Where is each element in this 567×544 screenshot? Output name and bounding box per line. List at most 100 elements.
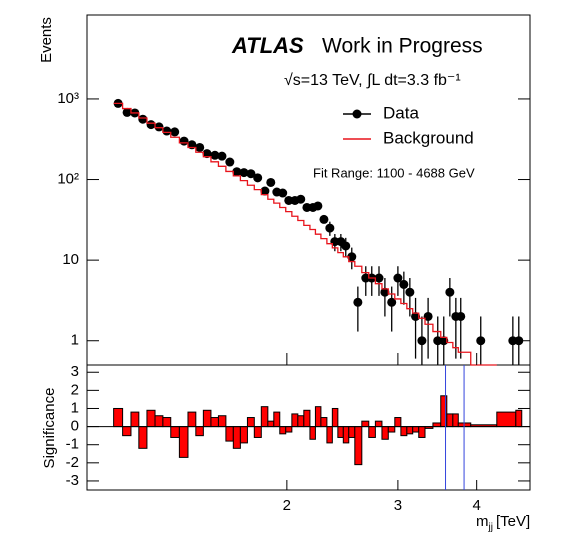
data-point (195, 142, 205, 152)
data-point (239, 168, 249, 178)
legend-label: Data (383, 103, 419, 122)
data-point (411, 311, 421, 321)
x-label-symbol: m (476, 513, 489, 530)
significance-bar (387, 426, 396, 433)
significance-bar (331, 407, 339, 428)
y-tick-label: 2 (71, 381, 79, 398)
data-point (253, 173, 263, 183)
data-point (266, 177, 276, 187)
legend-marker (352, 109, 362, 119)
data-point (122, 107, 132, 117)
data-point (225, 157, 235, 167)
frame (86, 14, 531, 491)
significance-bar (130, 411, 140, 428)
y-tick-label: 10³ (57, 90, 79, 107)
brand: ATLAS (231, 33, 304, 58)
significance-bar (394, 417, 402, 428)
data-point (393, 273, 403, 283)
y-tick-label: 10² (57, 171, 79, 188)
data-point (154, 122, 164, 132)
data-point (278, 188, 288, 198)
annotation: Fit Range: 1100 - 4688 GeV (313, 165, 475, 180)
y-tick-label: 0 (71, 418, 79, 435)
data-point (246, 169, 256, 179)
x-label-sub: jj (488, 522, 493, 533)
significance-bar (217, 415, 227, 428)
significance-bar (320, 417, 328, 428)
data-point (405, 287, 415, 297)
data-point (284, 195, 294, 205)
y-tick-label: 3 (71, 363, 79, 380)
significance-bar (326, 426, 333, 444)
significance-bar (195, 426, 204, 437)
y-tick-label: -2 (66, 454, 79, 471)
data-point (374, 273, 384, 283)
data-point (476, 336, 486, 346)
significance-bar (418, 426, 426, 438)
background-step (113, 102, 497, 366)
significance-bar (309, 426, 316, 440)
y-label: Events (38, 17, 55, 63)
data-point (514, 336, 524, 346)
data-point (179, 136, 189, 146)
significance-bar (354, 426, 363, 466)
significance-bar (400, 426, 408, 437)
data-point (146, 120, 156, 130)
data-point (319, 214, 329, 224)
significance-bar (210, 417, 219, 428)
data-point (313, 201, 323, 211)
significance-bar (381, 426, 389, 440)
data-point (232, 167, 242, 177)
significance-bar (412, 426, 420, 433)
significance-bar (260, 406, 269, 428)
y2-label: Significance (41, 388, 58, 469)
data-point (210, 150, 220, 160)
data-point (387, 297, 397, 307)
data-point (260, 186, 270, 196)
data-point (417, 336, 427, 346)
significance-bar (232, 426, 241, 449)
significance-bar (138, 426, 148, 449)
significance-bar (202, 409, 212, 428)
significance-bar (291, 413, 299, 428)
significance-bar (253, 426, 262, 438)
significance-bar (348, 426, 356, 438)
significance-bar (267, 420, 275, 428)
data-point (353, 297, 363, 307)
y-tick-label: -3 (66, 472, 79, 489)
significance-bar (187, 411, 197, 428)
status: Work in Progress (322, 35, 483, 58)
significance-bar (162, 417, 172, 428)
significance-bar (406, 426, 414, 435)
data-point (296, 194, 306, 204)
data-point (341, 241, 351, 251)
significance-bar (297, 415, 305, 428)
x-label: mjj [TeV] (476, 513, 530, 533)
data-point (162, 126, 172, 136)
significance-bar (113, 407, 124, 428)
data-point (202, 149, 212, 159)
x-label-unit: [TeV] (496, 513, 530, 530)
legend-label: Background (383, 128, 474, 147)
significance-bar (496, 411, 517, 428)
x-tick-label: 4 (472, 497, 480, 514)
significance-bar (303, 409, 311, 428)
data-point (399, 279, 409, 289)
data-point (170, 127, 180, 137)
data-point (138, 114, 148, 124)
significance-bar (154, 415, 164, 428)
data-point (445, 287, 455, 297)
significance-bar (361, 420, 370, 428)
significance-bar (170, 426, 180, 438)
data-point (439, 336, 449, 346)
significance-bar (146, 409, 156, 428)
x-tick-label: 3 (394, 497, 402, 514)
significance-bar (225, 426, 234, 442)
y-tick-label: -1 (66, 436, 79, 453)
significance-bar (374, 420, 383, 428)
significance-bar (337, 426, 344, 438)
significance-bar (515, 409, 523, 428)
significance-bar (273, 411, 281, 428)
